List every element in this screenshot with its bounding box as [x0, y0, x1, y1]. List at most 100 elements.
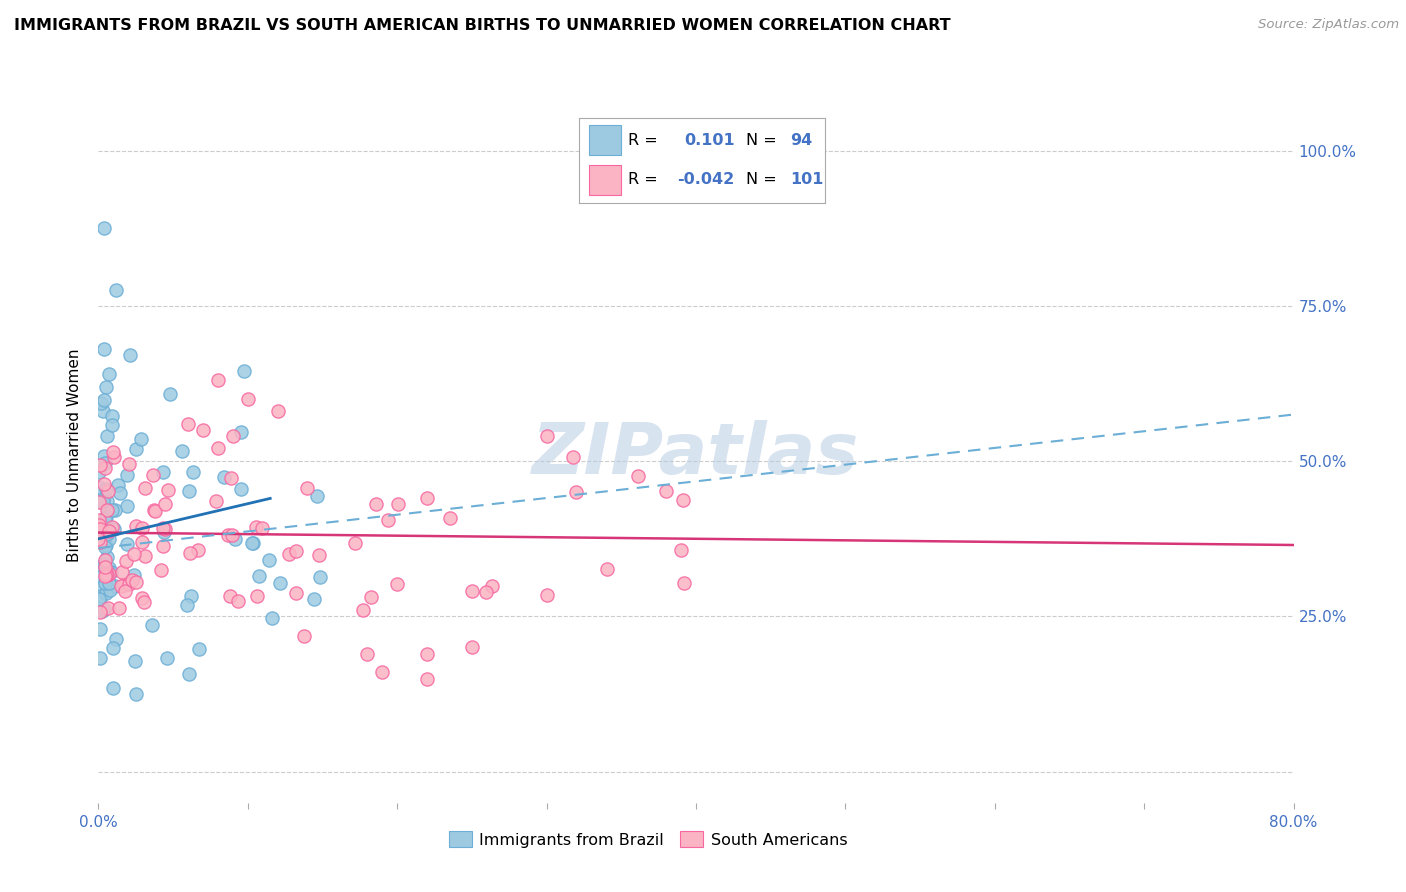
Point	[221, 527, 243, 541]
Point	[157, 483, 180, 497]
Point	[231, 425, 253, 440]
Point	[439, 511, 461, 525]
Point	[87, 592, 110, 607]
Point	[89, 522, 111, 536]
Point	[143, 503, 166, 517]
Text: -0.042: -0.042	[678, 171, 734, 186]
Text: ZIPatlas: ZIPatlas	[533, 420, 859, 490]
Point	[416, 647, 439, 661]
Point	[96, 568, 118, 582]
Point	[125, 442, 148, 456]
Point	[115, 554, 138, 568]
Point	[93, 558, 115, 572]
Point	[101, 520, 124, 534]
Point	[302, 591, 325, 606]
Point	[93, 343, 115, 357]
Point	[101, 640, 124, 655]
Point	[125, 575, 148, 590]
Point	[561, 450, 583, 464]
Legend: Immigrants from Brazil, South Americans: Immigrants from Brazil, South Americans	[443, 825, 853, 854]
Point	[91, 535, 114, 549]
Point	[97, 532, 120, 546]
Point	[124, 654, 146, 668]
Point	[93, 221, 115, 235]
Point	[481, 579, 503, 593]
Point	[218, 589, 240, 603]
Point	[360, 590, 382, 604]
Text: 101: 101	[790, 171, 824, 186]
Point	[115, 467, 138, 482]
Point	[188, 641, 211, 656]
Point	[94, 521, 117, 535]
Text: R =: R =	[628, 133, 658, 147]
Point	[103, 522, 125, 536]
Point	[672, 575, 695, 590]
Point	[284, 586, 307, 600]
Point	[89, 458, 111, 473]
Point	[245, 520, 267, 534]
Point	[122, 568, 145, 582]
Point	[115, 537, 138, 551]
Point	[143, 504, 166, 518]
Point	[98, 576, 121, 591]
Point	[90, 604, 112, 618]
Point	[156, 651, 179, 665]
Point	[98, 524, 121, 539]
Point	[129, 432, 152, 446]
Point	[96, 494, 118, 508]
Point	[153, 523, 176, 537]
Point	[111, 566, 134, 580]
Point	[308, 548, 330, 562]
Point	[655, 483, 678, 498]
Point	[179, 546, 201, 560]
Point	[159, 386, 181, 401]
Point	[278, 547, 301, 561]
Point	[191, 423, 214, 437]
Point	[364, 497, 387, 511]
Point	[94, 553, 117, 567]
Point	[217, 528, 239, 542]
Point	[187, 542, 209, 557]
Point	[96, 526, 118, 541]
Point	[269, 575, 291, 590]
Point	[122, 548, 145, 562]
Point	[132, 595, 155, 609]
Point	[93, 602, 115, 616]
Point	[96, 502, 118, 516]
Point	[100, 417, 122, 432]
Point	[96, 429, 118, 443]
Text: 0.101: 0.101	[685, 133, 735, 147]
Point	[461, 583, 484, 598]
Point	[176, 598, 198, 612]
Point	[224, 532, 246, 546]
Point	[134, 481, 156, 495]
Point	[305, 489, 328, 503]
Point	[89, 622, 111, 636]
Point	[112, 578, 135, 592]
Point	[252, 521, 274, 535]
Point	[181, 466, 204, 480]
Point	[89, 582, 111, 597]
Point	[94, 483, 117, 497]
Point	[221, 471, 243, 485]
Text: N =: N =	[747, 133, 778, 147]
Point	[108, 486, 131, 500]
Point	[387, 497, 409, 511]
Point	[120, 348, 142, 362]
Point	[461, 640, 484, 655]
Point	[91, 569, 114, 583]
Point	[107, 478, 129, 492]
Point	[536, 429, 558, 443]
Point	[97, 600, 120, 615]
Point	[93, 569, 115, 583]
Point	[94, 538, 117, 552]
Point	[104, 578, 127, 592]
Point	[170, 444, 193, 458]
Point	[214, 470, 236, 484]
Point	[295, 482, 318, 496]
Point	[152, 521, 174, 535]
Point	[207, 373, 229, 387]
Point	[226, 594, 249, 608]
Point	[207, 441, 229, 455]
Point	[94, 540, 117, 554]
